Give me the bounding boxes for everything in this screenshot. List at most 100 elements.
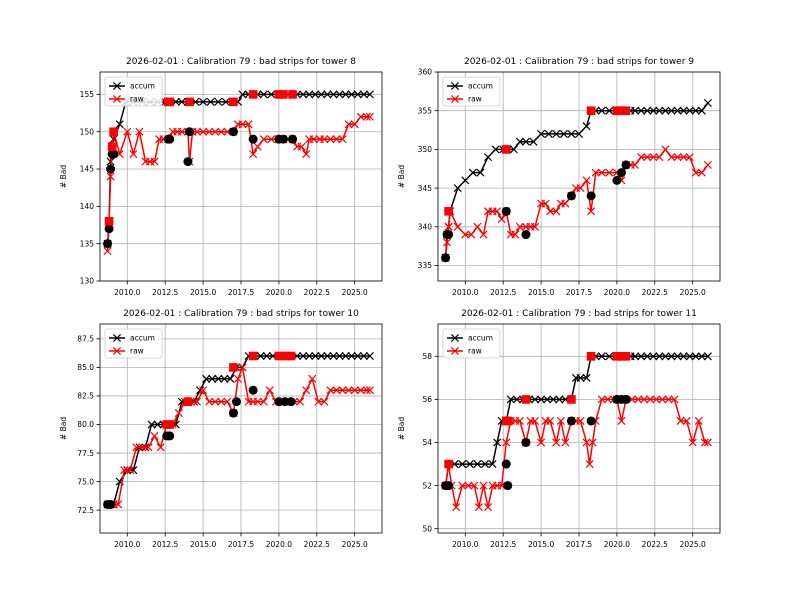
x-tick-label: 2025.0: [342, 540, 368, 549]
data-point: [123, 127, 132, 136]
data-point: [211, 127, 220, 136]
data-point: [193, 397, 202, 406]
data-point: [640, 395, 649, 404]
legend-marker: [112, 81, 122, 91]
data-point: [265, 386, 274, 395]
data-point: [612, 175, 622, 185]
data-point: [185, 97, 194, 107]
data-point: [501, 459, 511, 469]
data-point: [509, 145, 518, 154]
y-axis-label: # Bad: [397, 417, 406, 440]
data-point: [184, 127, 194, 137]
chart-panel-1: 2010.0 2012.5 2015.0 2017.5 2020.0 2022.5 2025…: [397, 57, 721, 297]
data-point: [205, 397, 214, 406]
x-tick-label: 2015.0: [528, 288, 554, 297]
data-point: [356, 386, 365, 395]
data-point: [605, 352, 614, 361]
chart-title: 2026-02-01 : Calibration 79 : bad strips…: [126, 57, 356, 67]
data-point: [555, 395, 564, 404]
data-point: [248, 134, 258, 144]
data-point: [362, 112, 371, 121]
data-point: [280, 351, 290, 361]
x-tick-label: 2020.0: [266, 288, 292, 297]
data-point: [278, 134, 288, 144]
legend-label: accum: [468, 334, 493, 343]
legend-label: raw: [468, 95, 482, 104]
data-point: [480, 460, 490, 469]
data-point: [228, 127, 238, 137]
data-point: [256, 351, 265, 361]
legend-marker: [112, 346, 122, 356]
series-line: [444, 355, 708, 486]
data-point: [616, 168, 626, 178]
data-point: [703, 98, 712, 107]
data-point: [700, 438, 709, 447]
data-point: [685, 352, 694, 361]
data-point: [344, 386, 353, 395]
data-point: [115, 120, 124, 129]
data-point: [202, 374, 211, 383]
data-point: [473, 460, 482, 469]
data-point: [183, 157, 193, 167]
data-point: [165, 134, 175, 144]
data-point: [217, 127, 226, 136]
x-tick-label: 2022.5: [642, 540, 668, 549]
data-point: [521, 438, 531, 448]
legend-marker: [450, 333, 460, 343]
data-point: [537, 438, 546, 447]
data-point: [228, 408, 238, 418]
data-point: [655, 352, 664, 361]
data-point: [552, 438, 561, 447]
data-point: [248, 385, 258, 395]
data-point: [515, 416, 524, 425]
data-point: [461, 230, 470, 239]
data-point: [317, 90, 326, 99]
legend: accum raw: [104, 76, 163, 107]
data-point: [231, 397, 241, 407]
legend: accum raw: [442, 76, 501, 107]
data-point: [444, 481, 454, 491]
data-point: [501, 206, 511, 216]
data-point: [597, 168, 606, 177]
chart-panel-3: 2010.0 2012.5 2015.0 2017.5 2020.0 2022.5 2025…: [397, 309, 721, 549]
data-point: [329, 351, 338, 361]
data-point: [229, 97, 238, 107]
data-point: [703, 438, 712, 447]
data-point: [566, 416, 576, 426]
data-point: [691, 168, 700, 177]
y-axis-label: # Bad: [59, 165, 68, 188]
data-point: [649, 106, 658, 115]
data-point: [183, 397, 193, 406]
data-point: [543, 395, 552, 404]
data-point: [484, 153, 493, 162]
data-point: [259, 135, 268, 144]
series-overlay-2: [103, 127, 298, 249]
data-point: [655, 106, 664, 115]
data-point: [506, 395, 515, 404]
data-point: [521, 230, 531, 240]
data-point: [443, 238, 452, 247]
data-point: [238, 363, 247, 372]
data-point: [552, 207, 561, 216]
data-point: [248, 90, 258, 99]
data-point: [350, 386, 359, 395]
data-point: [103, 239, 113, 249]
data-point: [649, 153, 658, 162]
data-point: [597, 352, 606, 361]
x-tick-label: 2010.0: [114, 288, 140, 297]
legend-label: accum: [130, 82, 155, 91]
x-tick-label: 2020.0: [604, 540, 630, 549]
y-tick-label: 85.0: [77, 363, 94, 372]
data-point: [305, 351, 314, 361]
x-tick-label: 2022.5: [304, 288, 330, 297]
data-point: [150, 157, 159, 166]
data-point: [694, 416, 703, 425]
data-point: [582, 373, 591, 382]
data-point: [326, 135, 335, 144]
legend: accum raw: [442, 328, 501, 359]
series-overlay-3: [444, 106, 631, 216]
data-point: [515, 222, 524, 231]
data-point: [479, 230, 488, 239]
data-point: [359, 351, 368, 361]
